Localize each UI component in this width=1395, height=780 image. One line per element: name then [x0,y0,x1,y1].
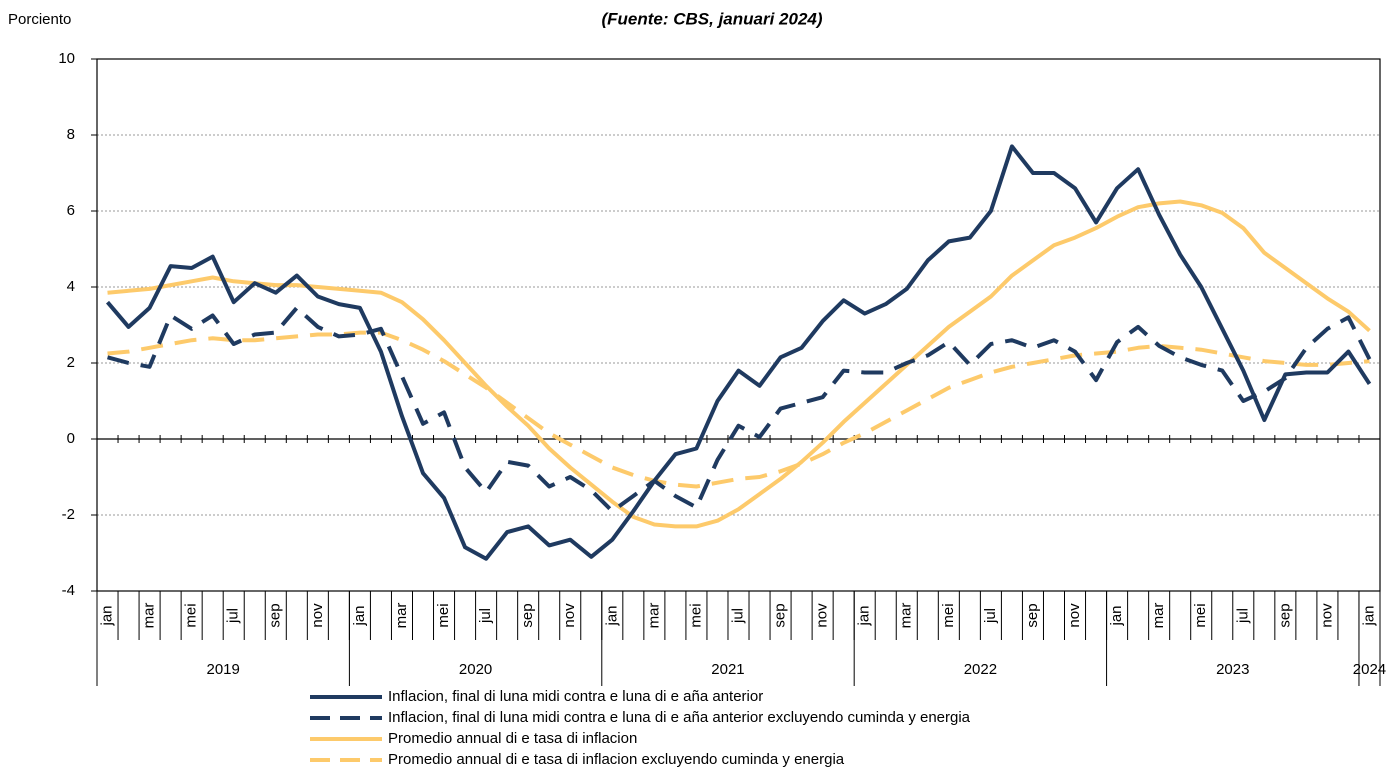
y-tick-label: -4 [62,582,75,599]
x-tick-label: sep [267,603,284,627]
y-tick-label: 0 [67,430,75,447]
x-tick-label: nov [1318,603,1335,628]
x-tick-label: sep [1276,603,1293,627]
legend-label: Promedio annual di e tasa di inflacion [388,730,637,747]
x-tick-label: jan [98,605,115,626]
x-tick-label: sep [772,603,789,627]
x-tick-label: jul [729,608,746,624]
x-tick-label: mei [687,603,704,627]
series-line [107,330,1370,489]
year-label: 2021 [711,661,744,678]
year-label: 2020 [459,661,492,678]
x-tick-label: mei [940,603,957,627]
x-tick-label: jan [1360,605,1377,626]
x-tick-label: mei [183,603,200,627]
x-tick-label: jan [856,605,873,626]
y-tick-label: 2 [67,354,75,371]
x-tick-label: mei [435,603,452,627]
x-tick-label: nov [814,603,831,628]
x-tick-label: jul [225,608,242,624]
x-tick-label: jan [1108,605,1125,626]
x-tick-label: nov [561,603,578,628]
series-line [105,144,1372,561]
chart-title: (Fuente: CBS, januari 2024) [601,9,822,28]
x-tick-label: jul [1234,608,1251,624]
y-tick-label: 8 [67,126,75,143]
x-tick-label: mei [1192,603,1209,627]
x-tick-label: nov [1066,603,1083,628]
legend-label: Promedio annual di e tasa di inflacion e… [388,751,845,768]
x-tick-label: mar [1150,603,1167,629]
x-tick-label: sep [1024,603,1041,627]
year-label: 2022 [964,661,997,678]
x-tick-label: jan [351,605,368,626]
x-tick-label: jul [982,608,999,624]
year-label: 2023 [1216,661,1249,678]
x-tick-label: mar [898,603,915,629]
series-line [107,199,1371,529]
y-tick-label: -2 [62,506,75,523]
year-label: 2019 [207,661,240,678]
year-label: 2024 [1353,661,1386,678]
y-tick-label: 4 [67,278,75,295]
y-tick-label: 10 [58,50,75,67]
x-tick-label: jul [477,608,494,624]
x-tick-label: mar [393,603,410,629]
legend-label: Inflacion, final di luna midi contra e l… [388,688,763,705]
x-tick-label: nov [309,603,326,628]
y-tick-label: 6 [67,202,75,219]
x-tick-label: mar [141,603,158,629]
plot-border [96,58,1381,592]
legend-label: Inflacion, final di luna midi contra e l… [388,709,971,726]
y-axis-label: Porciento [8,11,71,28]
series-line [106,305,1372,514]
x-tick-label: mar [645,603,662,629]
x-tick-label: jan [603,605,620,626]
x-tick-label: sep [519,603,536,627]
